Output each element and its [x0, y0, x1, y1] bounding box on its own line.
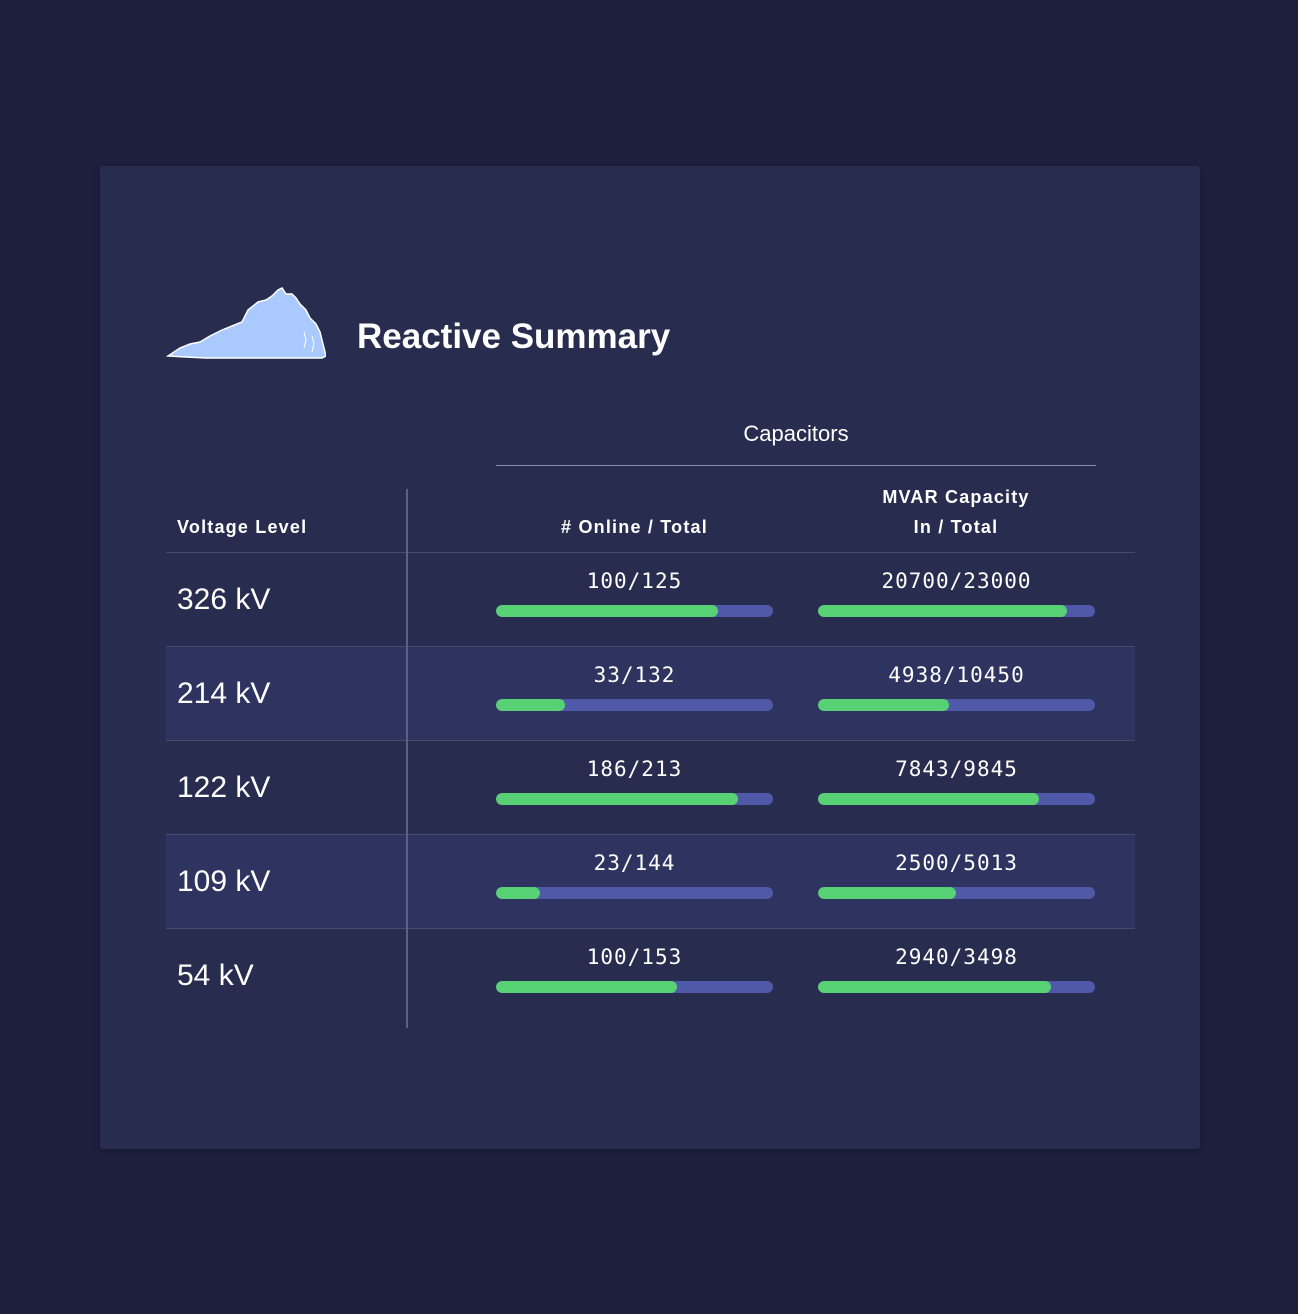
online-total-cell: 23/144 — [496, 835, 773, 929]
table-row: 122 kV 186/213 7843/9845 — [166, 740, 1135, 834]
table-row: 109 kV 23/144 2500/5013 — [166, 834, 1135, 928]
mvar-progress-fill — [818, 793, 1039, 805]
voltage-level: 109 kV — [177, 865, 271, 898]
mvar-capacity-cell: 4938/10450 — [818, 647, 1095, 741]
column-divider — [406, 489, 408, 1028]
online-total-value: 100/125 — [586, 569, 683, 593]
table-row: 214 kV 33/132 4938/10450 — [166, 646, 1135, 740]
online-progress-bar — [496, 699, 773, 711]
online-total-value: 23/144 — [593, 851, 676, 875]
column-header-mvar-capacity: MVAR Capacity In / Total — [818, 482, 1094, 542]
mvar-progress-bar — [818, 887, 1095, 899]
mvar-progress-bar — [818, 605, 1095, 617]
online-progress-fill — [496, 887, 541, 899]
group-header-rule — [496, 465, 1096, 466]
voltage-level: 122 kV — [177, 771, 271, 804]
column-header-voltage: Voltage Level — [177, 517, 308, 537]
table-row: 326 kV 100/125 20700/23000 — [166, 552, 1135, 646]
online-progress-fill — [496, 793, 738, 805]
mvar-capacity-value: 7843/9845 — [895, 757, 1018, 781]
mvar-capacity-cell: 7843/9845 — [818, 741, 1095, 835]
mvar-capacity-cell: 2940/3498 — [818, 929, 1095, 1023]
mvar-capacity-cell: 20700/23000 — [818, 553, 1095, 647]
column-header-online-total: # Online / Total — [561, 517, 708, 537]
online-progress-bar — [496, 605, 773, 617]
online-total-cell: 100/125 — [496, 553, 773, 647]
online-progress-fill — [496, 605, 718, 617]
online-total-cell: 186/213 — [496, 741, 773, 835]
mvar-capacity-value: 2940/3498 — [895, 945, 1018, 969]
mvar-progress-bar — [818, 981, 1095, 993]
online-total-value: 33/132 — [593, 663, 676, 687]
online-progress-bar — [496, 981, 773, 993]
online-progress-bar — [496, 887, 773, 899]
online-total-value: 100/153 — [586, 945, 683, 969]
virginia-map-icon — [166, 287, 326, 359]
voltage-level: 54 kV — [177, 959, 254, 992]
capacitors-group-header: Capacitors — [743, 421, 849, 446]
mvar-progress-fill — [818, 981, 1051, 993]
online-progress-fill — [496, 699, 566, 711]
table-row: 54 kV 100/153 2940/3498 — [166, 928, 1135, 1022]
mvar-capacity-value: 2500/5013 — [895, 851, 1018, 875]
online-progress-bar — [496, 793, 773, 805]
mvar-capacity-value: 4938/10450 — [888, 663, 1025, 687]
page-title: Reactive Summary — [357, 317, 671, 356]
mvar-header-line1: MVAR Capacity — [882, 487, 1030, 507]
online-total-value: 186/213 — [586, 757, 683, 781]
online-progress-fill — [496, 981, 678, 993]
mvar-capacity-cell: 2500/5013 — [818, 835, 1095, 929]
reactive-summary-card: Reactive Summary Capacitors Voltage Leve… — [100, 166, 1200, 1149]
voltage-level: 326 kV — [177, 583, 271, 616]
voltage-table-body: 326 kV 100/125 20700/23000 214 kV 33/132… — [166, 552, 1135, 1022]
online-total-cell: 33/132 — [496, 647, 773, 741]
mvar-progress-fill — [818, 887, 957, 899]
mvar-capacity-value: 20700/23000 — [881, 569, 1032, 593]
voltage-level: 214 kV — [177, 677, 271, 710]
mvar-progress-fill — [818, 699, 949, 711]
mvar-progress-bar — [818, 793, 1095, 805]
mvar-header-line2: In / Total — [913, 517, 999, 537]
online-total-cell: 100/153 — [496, 929, 773, 1023]
mvar-progress-bar — [818, 699, 1095, 711]
mvar-progress-fill — [818, 605, 1068, 617]
